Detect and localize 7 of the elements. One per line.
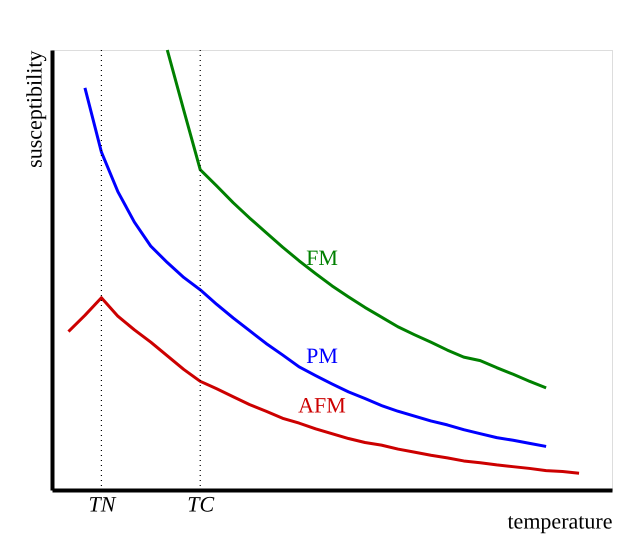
x-tick-label: TN	[88, 492, 117, 516]
x-tick-label: TC	[187, 492, 215, 516]
series-label: FM	[306, 244, 338, 270]
series-label: PM	[306, 342, 338, 368]
series-label: AFM	[298, 392, 346, 418]
y-axis-title: susceptibility	[22, 50, 46, 168]
x-axis-title: temperature	[507, 508, 612, 534]
